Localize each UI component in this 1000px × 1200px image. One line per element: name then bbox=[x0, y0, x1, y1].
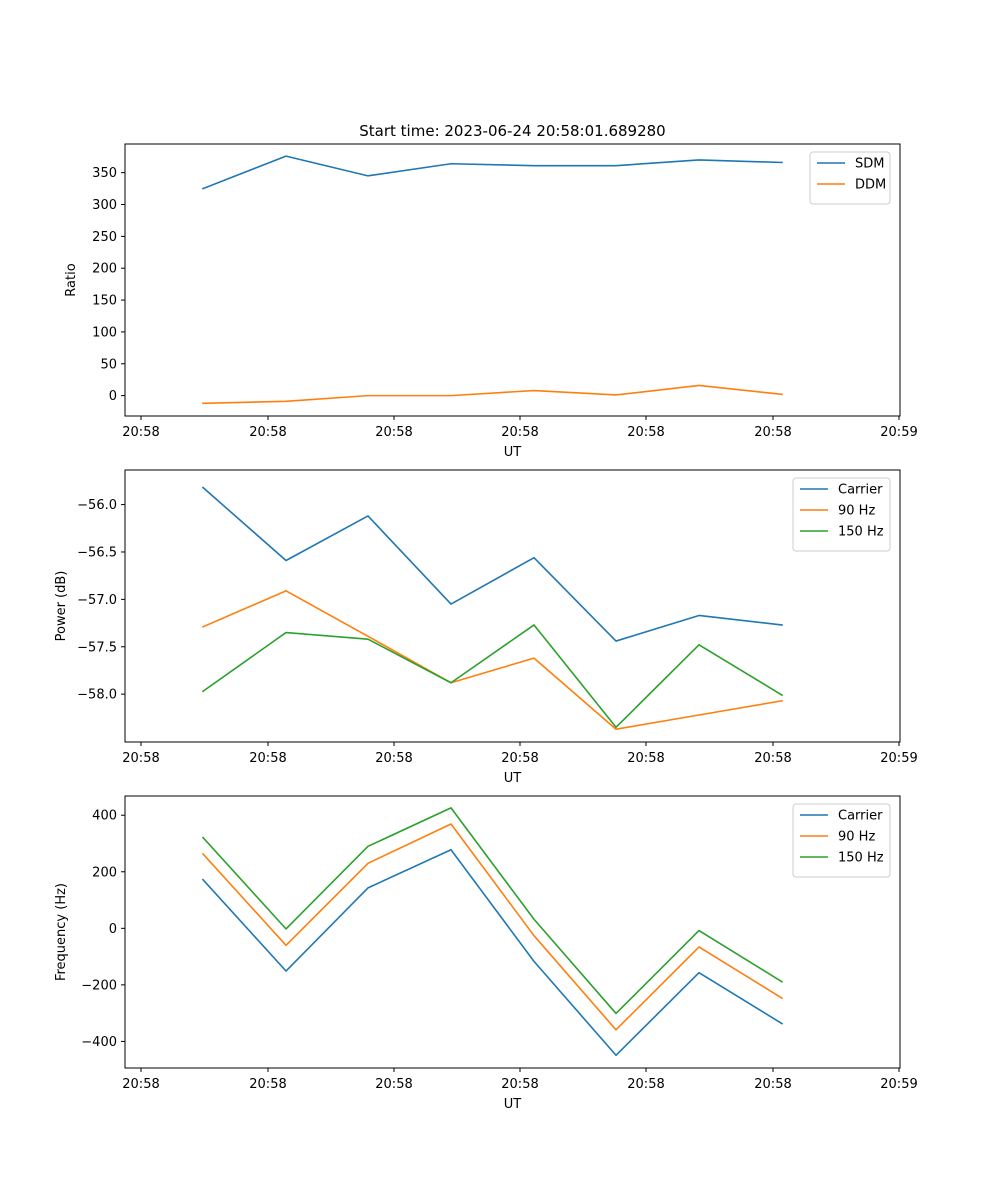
x-tick-label: 20:59 bbox=[880, 425, 917, 440]
x-tick-label: 20:58 bbox=[122, 751, 159, 766]
y-tick-label: 0 bbox=[109, 389, 117, 404]
x-tick-label: 20:58 bbox=[754, 425, 791, 440]
y-tick-label: −400 bbox=[81, 1035, 117, 1050]
legend: Carrier 90 Hz 150 Hz bbox=[792, 803, 891, 878]
x-tick-label: 20:58 bbox=[627, 1077, 664, 1092]
y-tick-label: −58.0 bbox=[77, 688, 117, 703]
y-tick-label: 250 bbox=[92, 230, 117, 245]
series-line-90-hz bbox=[201, 590, 783, 731]
y-tick-label: 200 bbox=[92, 262, 117, 277]
legend-frame bbox=[809, 151, 891, 205]
x-tick-label: 20:59 bbox=[880, 751, 917, 766]
x-tick-label: 20:58 bbox=[501, 751, 538, 766]
axes-frame bbox=[124, 795, 901, 1069]
legend-label: DDM bbox=[855, 178, 886, 193]
x-tick-label: 20:58 bbox=[122, 425, 159, 440]
y-tick-label: 100 bbox=[92, 325, 117, 340]
x-axis-label: UT bbox=[504, 445, 522, 460]
series-line-90-hz bbox=[201, 823, 784, 1031]
x-tick-label: 20:58 bbox=[627, 751, 664, 766]
y-tick-label: −56.5 bbox=[77, 545, 117, 560]
x-tick-label: 20:58 bbox=[754, 1077, 791, 1092]
legend-frame bbox=[792, 803, 891, 878]
legend-label: 150 Hz bbox=[838, 525, 884, 540]
x-tick-label: 20:58 bbox=[627, 425, 664, 440]
y-tick-label: −200 bbox=[81, 978, 117, 993]
axes-frame bbox=[124, 469, 901, 743]
x-tick-label: 20:59 bbox=[880, 1077, 917, 1092]
legend-label: 150 Hz bbox=[838, 851, 884, 866]
subplot-ratio: 20:58 20:58 20:58 20:58 20:58 20:58 20:59 0 50 10… bbox=[64, 143, 918, 460]
subplot-frequency: 20:58 20:58 20:58 20:58 20:58 20:58 20:59 −400 −… bbox=[54, 795, 918, 1112]
subplot-power: 20:58 20:58 20:58 20:58 20:58 20:58 20:59 −58.0… bbox=[54, 469, 918, 786]
axes-frame bbox=[124, 143, 901, 417]
x-tick-label: 20:58 bbox=[249, 1077, 286, 1092]
x-tick-label: 20:58 bbox=[375, 1077, 412, 1092]
legend-label: 90 Hz bbox=[838, 504, 875, 519]
x-tick-label: 20:58 bbox=[375, 751, 412, 766]
y-tick-label: 300 bbox=[92, 198, 117, 213]
series-line-carrier bbox=[201, 486, 783, 642]
x-tick-label: 20:58 bbox=[501, 425, 538, 440]
legend-label: SDM bbox=[855, 157, 884, 172]
y-tick-label: 200 bbox=[92, 865, 117, 880]
x-tick-label: 20:58 bbox=[249, 751, 286, 766]
y-axis-label: Power (dB) bbox=[54, 571, 69, 642]
y-tick-label: −57.5 bbox=[77, 640, 117, 655]
x-tick-label: 20:58 bbox=[122, 1077, 159, 1092]
x-axis-label: UT bbox=[504, 771, 522, 786]
y-tick-label: 0 bbox=[109, 922, 117, 937]
x-tick-label: 20:58 bbox=[754, 751, 791, 766]
legend-frame bbox=[792, 477, 891, 552]
x-tick-label: 20:58 bbox=[501, 1077, 538, 1092]
x-tick-label: 20:58 bbox=[375, 425, 412, 440]
legend: Carrier 90 Hz 150 Hz bbox=[792, 477, 891, 552]
y-tick-label: −56.0 bbox=[77, 498, 117, 513]
series-line-carrier bbox=[201, 848, 784, 1057]
y-tick-label: 50 bbox=[100, 357, 117, 372]
y-axis-label: Ratio bbox=[64, 263, 79, 296]
x-axis-label: UT bbox=[504, 1097, 522, 1112]
legend-label: Carrier bbox=[838, 483, 883, 498]
y-axis-label: Frequency (Hz) bbox=[54, 883, 69, 981]
figure-title: Start time: 2023-06-24 20:58:01.689280 bbox=[359, 122, 665, 140]
series-line-150-hz bbox=[201, 624, 784, 729]
legend: SDM DDM bbox=[809, 151, 891, 205]
x-tick-label: 20:58 bbox=[249, 425, 286, 440]
legend-label: 90 Hz bbox=[838, 830, 875, 845]
y-tick-label: 150 bbox=[92, 294, 117, 309]
series-line-ddm bbox=[202, 384, 783, 405]
y-tick-label: 350 bbox=[92, 166, 117, 181]
legend-label: Carrier bbox=[838, 809, 883, 824]
series-line-sdm bbox=[201, 155, 783, 190]
y-tick-label: −57.0 bbox=[77, 593, 117, 608]
series-line-150-hz bbox=[201, 807, 784, 1015]
y-tick-label: 400 bbox=[92, 809, 117, 824]
